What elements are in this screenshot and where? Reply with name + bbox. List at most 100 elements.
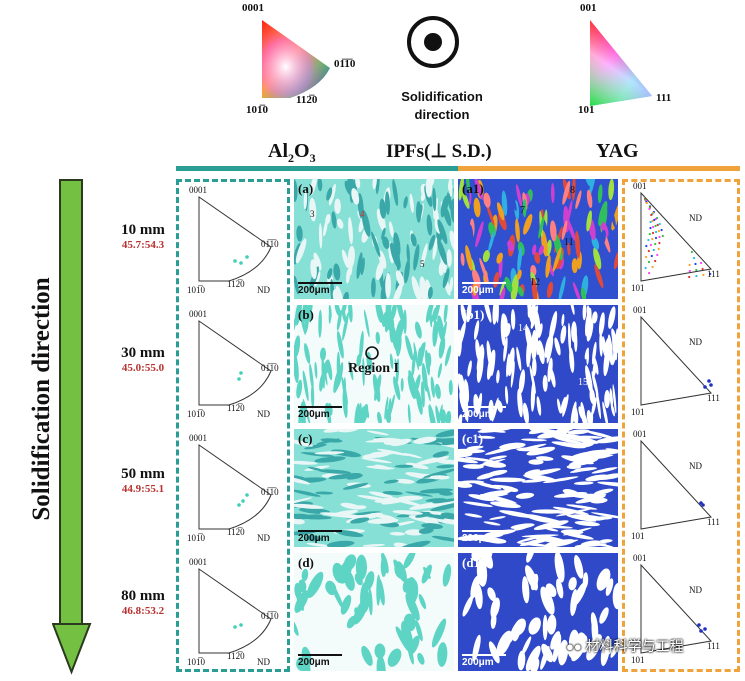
pole-dot	[657, 229, 660, 233]
grain-texture	[330, 509, 359, 517]
grain-texture	[361, 645, 373, 666]
pole-figure-outline	[198, 196, 272, 282]
grain-texture	[570, 401, 577, 423]
grain-texture	[415, 456, 450, 465]
grain-texture	[549, 310, 558, 342]
grain-texture	[432, 236, 438, 260]
grain-texture	[374, 374, 382, 401]
grain-texture	[515, 492, 535, 499]
grain-texture	[392, 510, 423, 515]
grain-texture	[393, 542, 411, 547]
grain-texture	[414, 321, 422, 339]
pole-dot	[654, 259, 657, 263]
yag-legend-bottom-left: 101	[578, 104, 595, 116]
grain-texture	[403, 309, 407, 335]
row-mm: 50 mm	[121, 466, 165, 482]
grain-texture	[460, 305, 467, 324]
grain-texture	[595, 388, 602, 420]
grain-texture	[471, 480, 502, 490]
scale-bar-text: 200μm	[462, 657, 494, 668]
grain-texture	[458, 455, 479, 464]
grain-texture	[490, 501, 521, 508]
grain-texture	[449, 182, 453, 197]
grain-texture	[388, 398, 392, 414]
pole-dot	[703, 627, 707, 631]
grain-texture	[428, 234, 436, 251]
grain-texture	[580, 401, 586, 423]
pole-dot	[653, 218, 656, 222]
grain-texture	[432, 451, 449, 458]
grain-texture	[421, 523, 443, 530]
grain-texture	[594, 516, 613, 520]
pole-dot	[652, 225, 655, 229]
panel-label: (a1)	[462, 181, 484, 196]
grain-texture	[510, 309, 516, 330]
grain-texture	[295, 586, 304, 612]
pole-dot	[245, 255, 249, 259]
grain-texture	[546, 336, 554, 364]
pole-dot	[648, 207, 651, 211]
grain-texture	[294, 514, 323, 520]
grain-texture	[388, 496, 424, 507]
panel-c1: (c1) 200μm	[458, 429, 618, 547]
pole-dot	[695, 274, 698, 278]
grain-texture	[590, 612, 598, 633]
pole-dot	[655, 230, 658, 234]
grain-texture	[431, 618, 447, 648]
grain-texture	[435, 429, 454, 438]
row-ratio: 44.9:55.1	[121, 483, 165, 495]
al2o3-legend-top: 0001	[242, 2, 264, 14]
al2o3-pole-figure: 0001 01̅1̅0 112̅0 101̅0 ND	[183, 185, 287, 297]
grain-texture	[533, 520, 569, 530]
pole-dot	[709, 272, 712, 276]
grain-texture	[331, 211, 337, 229]
grain-texture	[556, 578, 564, 599]
grain-texture	[523, 213, 533, 235]
pole-figure-label-bottom-left: 101	[631, 283, 645, 293]
pole-figure-outline	[198, 320, 272, 406]
pole-dot	[649, 226, 652, 230]
pole-dot	[645, 201, 648, 205]
grain-texture	[555, 508, 593, 517]
grain-texture	[385, 305, 392, 317]
grain-texture	[425, 381, 431, 402]
pole-dot	[650, 254, 653, 258]
grain-texture	[526, 339, 532, 368]
grain-texture	[354, 403, 361, 423]
al2o3-color-triangle	[262, 20, 330, 98]
grain-texture	[434, 383, 441, 399]
pole-dot	[658, 222, 661, 226]
pole-dot	[649, 220, 652, 224]
grain-texture	[547, 614, 557, 635]
grain-texture	[309, 363, 314, 390]
pole-figure-outline	[640, 439, 712, 530]
grain-texture	[403, 196, 408, 209]
grain-texture	[407, 642, 414, 665]
grain-texture	[294, 476, 311, 485]
grain-texture	[305, 535, 322, 542]
grain-texture	[532, 244, 537, 256]
grain-texture	[376, 574, 381, 606]
grain-texture	[528, 429, 551, 435]
grain-texture	[473, 394, 480, 415]
scale-bar-text: 200μm	[298, 285, 330, 296]
grain-texture	[410, 233, 417, 247]
grain-number: 11	[564, 237, 574, 248]
row-mm: 10 mm	[121, 222, 165, 238]
grain-texture	[444, 345, 452, 367]
scale-bar: 200μm	[298, 282, 342, 296]
grain-texture	[462, 464, 484, 469]
pole-dot	[651, 265, 654, 269]
grain-texture	[538, 245, 544, 256]
grain-texture	[362, 452, 390, 459]
grain-texture	[333, 365, 343, 394]
grain-texture	[487, 587, 496, 602]
grain-texture	[394, 358, 399, 375]
grain-texture	[518, 393, 522, 409]
grain-texture	[294, 439, 313, 447]
grain-texture	[440, 195, 449, 218]
grain-texture	[517, 650, 526, 671]
grain-texture	[425, 305, 434, 323]
grain-texture	[508, 622, 518, 643]
grain-texture	[537, 340, 545, 365]
